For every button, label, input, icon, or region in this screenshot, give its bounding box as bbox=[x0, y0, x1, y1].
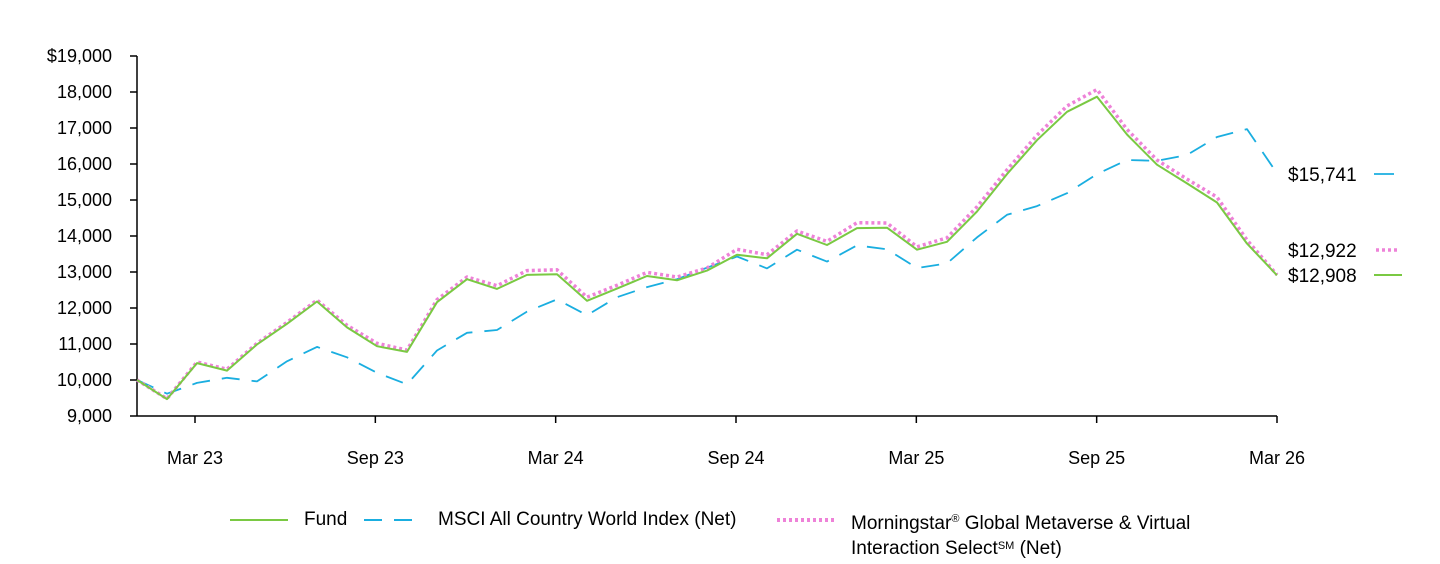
legend-item-msci: MSCI All Country World Index (Net) bbox=[364, 508, 736, 532]
x-tick-label: Mar 26 bbox=[1249, 448, 1305, 468]
end-label-msci: $15,741 bbox=[1288, 165, 1357, 186]
y-tick-label: 15,000 bbox=[57, 190, 112, 210]
y-tick-label: 13,000 bbox=[57, 262, 112, 282]
y-tick-label: 18,000 bbox=[57, 82, 112, 102]
series-line-morningstar bbox=[136, 87, 1279, 401]
y-tick-label: 11,000 bbox=[58, 334, 112, 354]
x-tick-label: Mar 25 bbox=[888, 448, 944, 468]
legend-swatch-fund bbox=[230, 519, 288, 521]
x-tick-label: Mar 24 bbox=[528, 448, 584, 468]
x-tick-label: Sep 25 bbox=[1068, 448, 1125, 468]
end-labels: $12,908 $15,741 $12,922 bbox=[1288, 165, 1402, 287]
x-tick-label: Sep 23 bbox=[347, 448, 404, 468]
y-tick-label: 10,000 bbox=[57, 370, 112, 390]
series-line-msci bbox=[136, 128, 1278, 395]
y-tick-label: 17,000 bbox=[57, 118, 112, 138]
legend-item-fund: Fund bbox=[230, 508, 347, 532]
y-tick-label: 9,000 bbox=[67, 406, 112, 426]
legend-label-morningstar: Morningstar® Global Metaverse & Virtual … bbox=[851, 508, 1190, 560]
end-label-morningstar: $12,922 bbox=[1288, 241, 1357, 262]
y-tick-label: $19,000 bbox=[47, 46, 112, 66]
y-tick-label: 12,000 bbox=[57, 298, 112, 318]
end-label-fund: $12,908 bbox=[1288, 266, 1357, 287]
legend-ms-mid: Global Metaverse & Virtual bbox=[959, 513, 1191, 534]
y-tick-label: 14,000 bbox=[57, 226, 112, 246]
series-line-fund bbox=[136, 95, 1278, 401]
legend-ms-net: (Net) bbox=[1014, 538, 1062, 559]
series-lines bbox=[136, 87, 1279, 401]
legend-swatch-msci bbox=[364, 519, 422, 521]
axes: $19,000 18,000 17,000 16,000 15,000 14,000 13,… bbox=[47, 46, 1305, 468]
legend-swatch-morningstar bbox=[777, 518, 835, 522]
legend-label-msci: MSCI All Country World Index (Net) bbox=[438, 509, 737, 530]
legend: Fund MSCI All Country World Index (Net) … bbox=[230, 508, 1330, 560]
legend-ms-sm: SM bbox=[997, 540, 1015, 552]
line-chart: $19,000 18,000 17,000 16,000 15,000 14,000 13,… bbox=[47, 46, 1402, 468]
legend-ms-line2: Interaction Select bbox=[851, 538, 998, 559]
legend-ms-reg: ® bbox=[951, 513, 960, 525]
x-tick-label: Sep 24 bbox=[707, 448, 764, 468]
x-tick-label: Mar 23 bbox=[167, 448, 223, 468]
legend-label-fund: Fund bbox=[304, 509, 348, 530]
legend-ms-pre: Morningstar bbox=[851, 513, 952, 534]
legend-item-morningstar: Morningstar® Global Metaverse & Virtual … bbox=[777, 508, 1190, 560]
y-tick-label: 16,000 bbox=[57, 154, 112, 174]
